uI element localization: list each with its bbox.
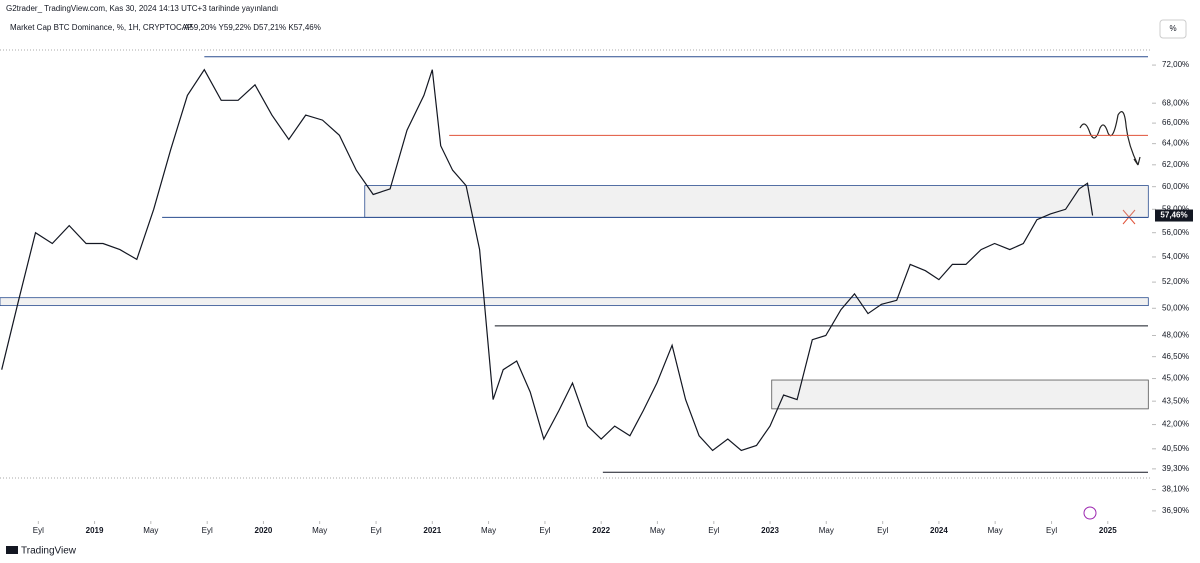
x-tick-label: May [819, 526, 834, 535]
y-tick-label: 50,00% [1162, 303, 1189, 312]
last-price-label: 57,46% [1160, 211, 1187, 220]
y-tick-label: 64,00% [1162, 139, 1189, 148]
price-line [1, 68, 1094, 452]
y-tick-label: 48,00% [1162, 331, 1189, 340]
x-tick-label: May [481, 526, 496, 535]
x-tick-label: 2021 [423, 526, 441, 535]
y-tick-label: 38,10% [1162, 485, 1189, 494]
x-tick-label: 2022 [592, 526, 610, 535]
x-tick-label: Eyl [1046, 526, 1057, 535]
x-tick-label: Eyl [877, 526, 888, 535]
y-tick-label: 39,30% [1162, 464, 1189, 473]
zone-box [771, 379, 1149, 410]
x-tick-label: 2025 [1099, 526, 1117, 535]
brand: TradingView [21, 546, 77, 557]
zone-box [364, 185, 1149, 218]
y-tick-label: 68,00% [1162, 98, 1189, 107]
y-tick-label: 36,90% [1162, 506, 1189, 515]
ohlc: A59,20% Y59,22% D57,21% K57,46% [184, 23, 321, 32]
y-tick-label: 58,00% [1162, 204, 1189, 213]
zone-box [0, 297, 1149, 307]
y-tick-label: 45,00% [1162, 374, 1189, 383]
scale-button[interactable] [1159, 19, 1187, 39]
last-price-box [1155, 209, 1193, 222]
x-tick-label: 2024 [930, 526, 948, 535]
y-tick-label: 40,50% [1162, 444, 1189, 453]
x-tick-label: 2020 [255, 526, 273, 535]
x-tick-label: Eyl [33, 526, 44, 535]
chart-title: Market Cap BTC Dominance, %, 1H, CRYPTOC… [10, 23, 192, 32]
publisher: G2trader_ TradingView.com, Kas 30, 2024 … [6, 4, 278, 13]
scale-button-label[interactable]: % [1169, 24, 1176, 33]
y-tick-label: 60,00% [1162, 182, 1189, 191]
x-tick-label: May [143, 526, 158, 535]
x-tick-label: May [988, 526, 1003, 535]
y-tick-label: 52,00% [1162, 277, 1189, 286]
x-tick-label: Eyl [371, 526, 382, 535]
y-tick-label: 72,00% [1162, 60, 1189, 69]
x-tick-label: Eyl [708, 526, 719, 535]
y-tick-label: 62,00% [1162, 160, 1189, 169]
event-icon[interactable] [1083, 506, 1097, 520]
y-tick-label: 46,50% [1162, 352, 1189, 361]
y-tick-label: 42,00% [1162, 420, 1189, 429]
x-tick-label: 2019 [86, 526, 104, 535]
y-tick-label: 56,00% [1162, 228, 1189, 237]
x-tick-label: Eyl [202, 526, 213, 535]
x-tick-label: Eyl [539, 526, 550, 535]
hand-drawn-arrow [1079, 111, 1141, 166]
x-tick-label: 2023 [761, 526, 779, 535]
x-tick-label: May [312, 526, 327, 535]
y-tick-label: 66,00% [1162, 118, 1189, 127]
brand-logo [6, 546, 18, 554]
y-tick-label: 54,00% [1162, 252, 1189, 261]
x-tick-label: May [650, 526, 665, 535]
y-tick-label: 43,50% [1162, 396, 1189, 405]
